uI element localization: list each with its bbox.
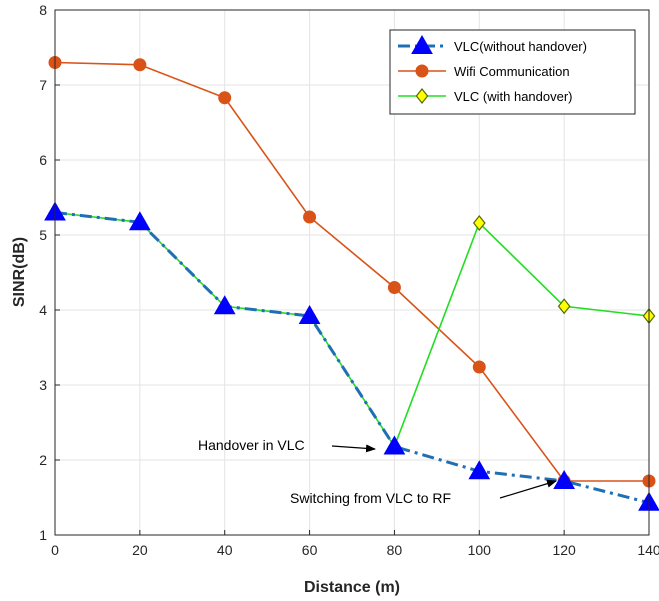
annotation-handover-in-vlc: Handover in VLC (198, 437, 305, 453)
annotation-arrow-handover (331, 444, 376, 453)
y-axis-label: SINR(dB) (11, 237, 28, 307)
y-tick-label: 7 (39, 77, 47, 93)
x-tick-label: 0 (51, 542, 59, 558)
legend-entry-label: VLC (with handover) (454, 89, 573, 104)
vlc-without-handover-point (298, 304, 321, 324)
legend-swatch-marker (411, 34, 433, 54)
y-tick-label: 8 (39, 2, 47, 18)
vlc-without-handover-point (383, 435, 406, 455)
wifi-communication-point (303, 210, 317, 224)
wifi-communication-point (387, 281, 401, 294)
y-tick-label: 6 (39, 152, 47, 168)
vlc-with-handover-point (472, 215, 486, 231)
x-tick-label: 120 (552, 542, 576, 558)
y-tick-label: 2 (39, 452, 47, 468)
vlc-without-handover-point (468, 460, 491, 480)
axes: 0 20 40 60 80 100 120 140 1 2 3 4 5 6 7 8 (39, 2, 659, 558)
vlc-without-handover-line (54, 211, 650, 505)
series-layer (44, 56, 659, 511)
y-tick-label: 4 (39, 302, 47, 318)
x-tick-label: 100 (468, 542, 492, 558)
x-tick-label: 20 (132, 542, 148, 558)
legend-entry-label: Wifi Communication (454, 64, 570, 79)
legend-entry-label: VLC(without handover) (454, 39, 587, 54)
x-tick-label: 80 (387, 542, 403, 558)
vlc-with-handover-point (557, 298, 571, 315)
vlc-without-handover-point (128, 211, 151, 231)
legend-swatch-marker (415, 64, 429, 78)
legend: VLC(without handover) Wifi Communication V… (389, 29, 636, 115)
legend-swatch-marker (415, 88, 429, 104)
x-tick-label: 40 (217, 542, 233, 558)
legend-box (389, 29, 636, 115)
plot-frame (54, 9, 650, 536)
annotations: Handover in VLC Switching from VLC to RF (198, 437, 557, 506)
wifi-communication-line (54, 61, 649, 482)
annotation-arrow-switching (499, 479, 557, 499)
wifi-communication-point (472, 360, 486, 374)
vlc-without-handover-point (553, 469, 576, 489)
x-tick-label: 60 (302, 542, 318, 558)
wifi-communication-point (133, 58, 147, 72)
y-tick-label: 1 (39, 527, 47, 543)
x-tick-label: 140 (637, 542, 659, 558)
x-axis-label: Distance (m) (304, 579, 400, 596)
annotation-switching-vlc-to-rf: Switching from VLC to RF (290, 490, 451, 506)
y-tick-label: 3 (39, 377, 47, 393)
wifi-communication-point (218, 91, 232, 105)
vlc-without-handover-point (213, 295, 236, 315)
y-tick-label: 5 (39, 227, 47, 243)
